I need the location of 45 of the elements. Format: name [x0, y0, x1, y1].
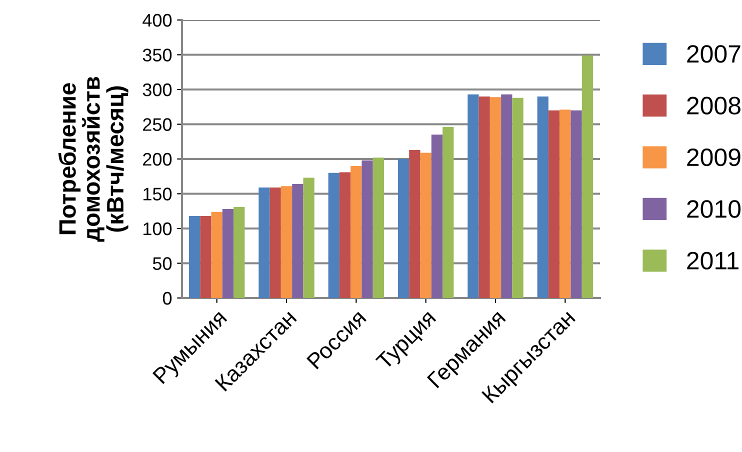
legend-label: 2008 — [687, 96, 740, 114]
y-tick-label: 200 — [143, 152, 172, 166]
bar — [339, 172, 351, 298]
bar — [270, 187, 281, 298]
y-tick-label: 250 — [143, 118, 172, 131]
legend-label: 2007 — [687, 45, 740, 63]
bar — [328, 172, 340, 298]
legend-label: 2010 — [687, 200, 741, 218]
bar — [548, 110, 560, 298]
bar — [560, 110, 571, 298]
bar — [362, 160, 373, 298]
bar — [234, 206, 245, 298]
bar — [280, 186, 292, 298]
y-tick-label: 100 — [144, 222, 172, 236]
bar — [222, 209, 234, 298]
bar — [431, 134, 443, 298]
y-tick-label: 350 — [142, 48, 172, 62]
bar — [200, 216, 212, 298]
bar — [570, 110, 582, 298]
y-axis-title: Потребление домохозяйств (кВтч/месяц) — [58, 76, 128, 242]
bar — [409, 150, 420, 298]
bar — [468, 94, 479, 298]
bar — [398, 159, 410, 298]
bar — [258, 187, 270, 298]
bar — [537, 96, 548, 298]
bar — [350, 166, 362, 298]
bar — [512, 98, 524, 298]
bar — [582, 55, 594, 298]
bar — [303, 178, 314, 298]
bar — [490, 97, 502, 298]
y-tick-label: 300 — [142, 83, 172, 96]
legend-label: 2009 — [687, 148, 740, 166]
y-tick-label: 400 — [142, 14, 172, 27]
y-tick-label: 0 — [162, 292, 172, 305]
bar — [211, 212, 222, 298]
y-tick-label: 50 — [152, 257, 172, 270]
bar — [478, 96, 490, 298]
bar — [501, 94, 512, 298]
bar — [420, 152, 432, 298]
bar — [292, 184, 304, 298]
bar — [188, 216, 200, 298]
bar — [442, 127, 454, 298]
y-tick-label: 150 — [144, 188, 172, 200]
bar — [372, 158, 384, 298]
legend-label: 2011 — [687, 252, 738, 270]
